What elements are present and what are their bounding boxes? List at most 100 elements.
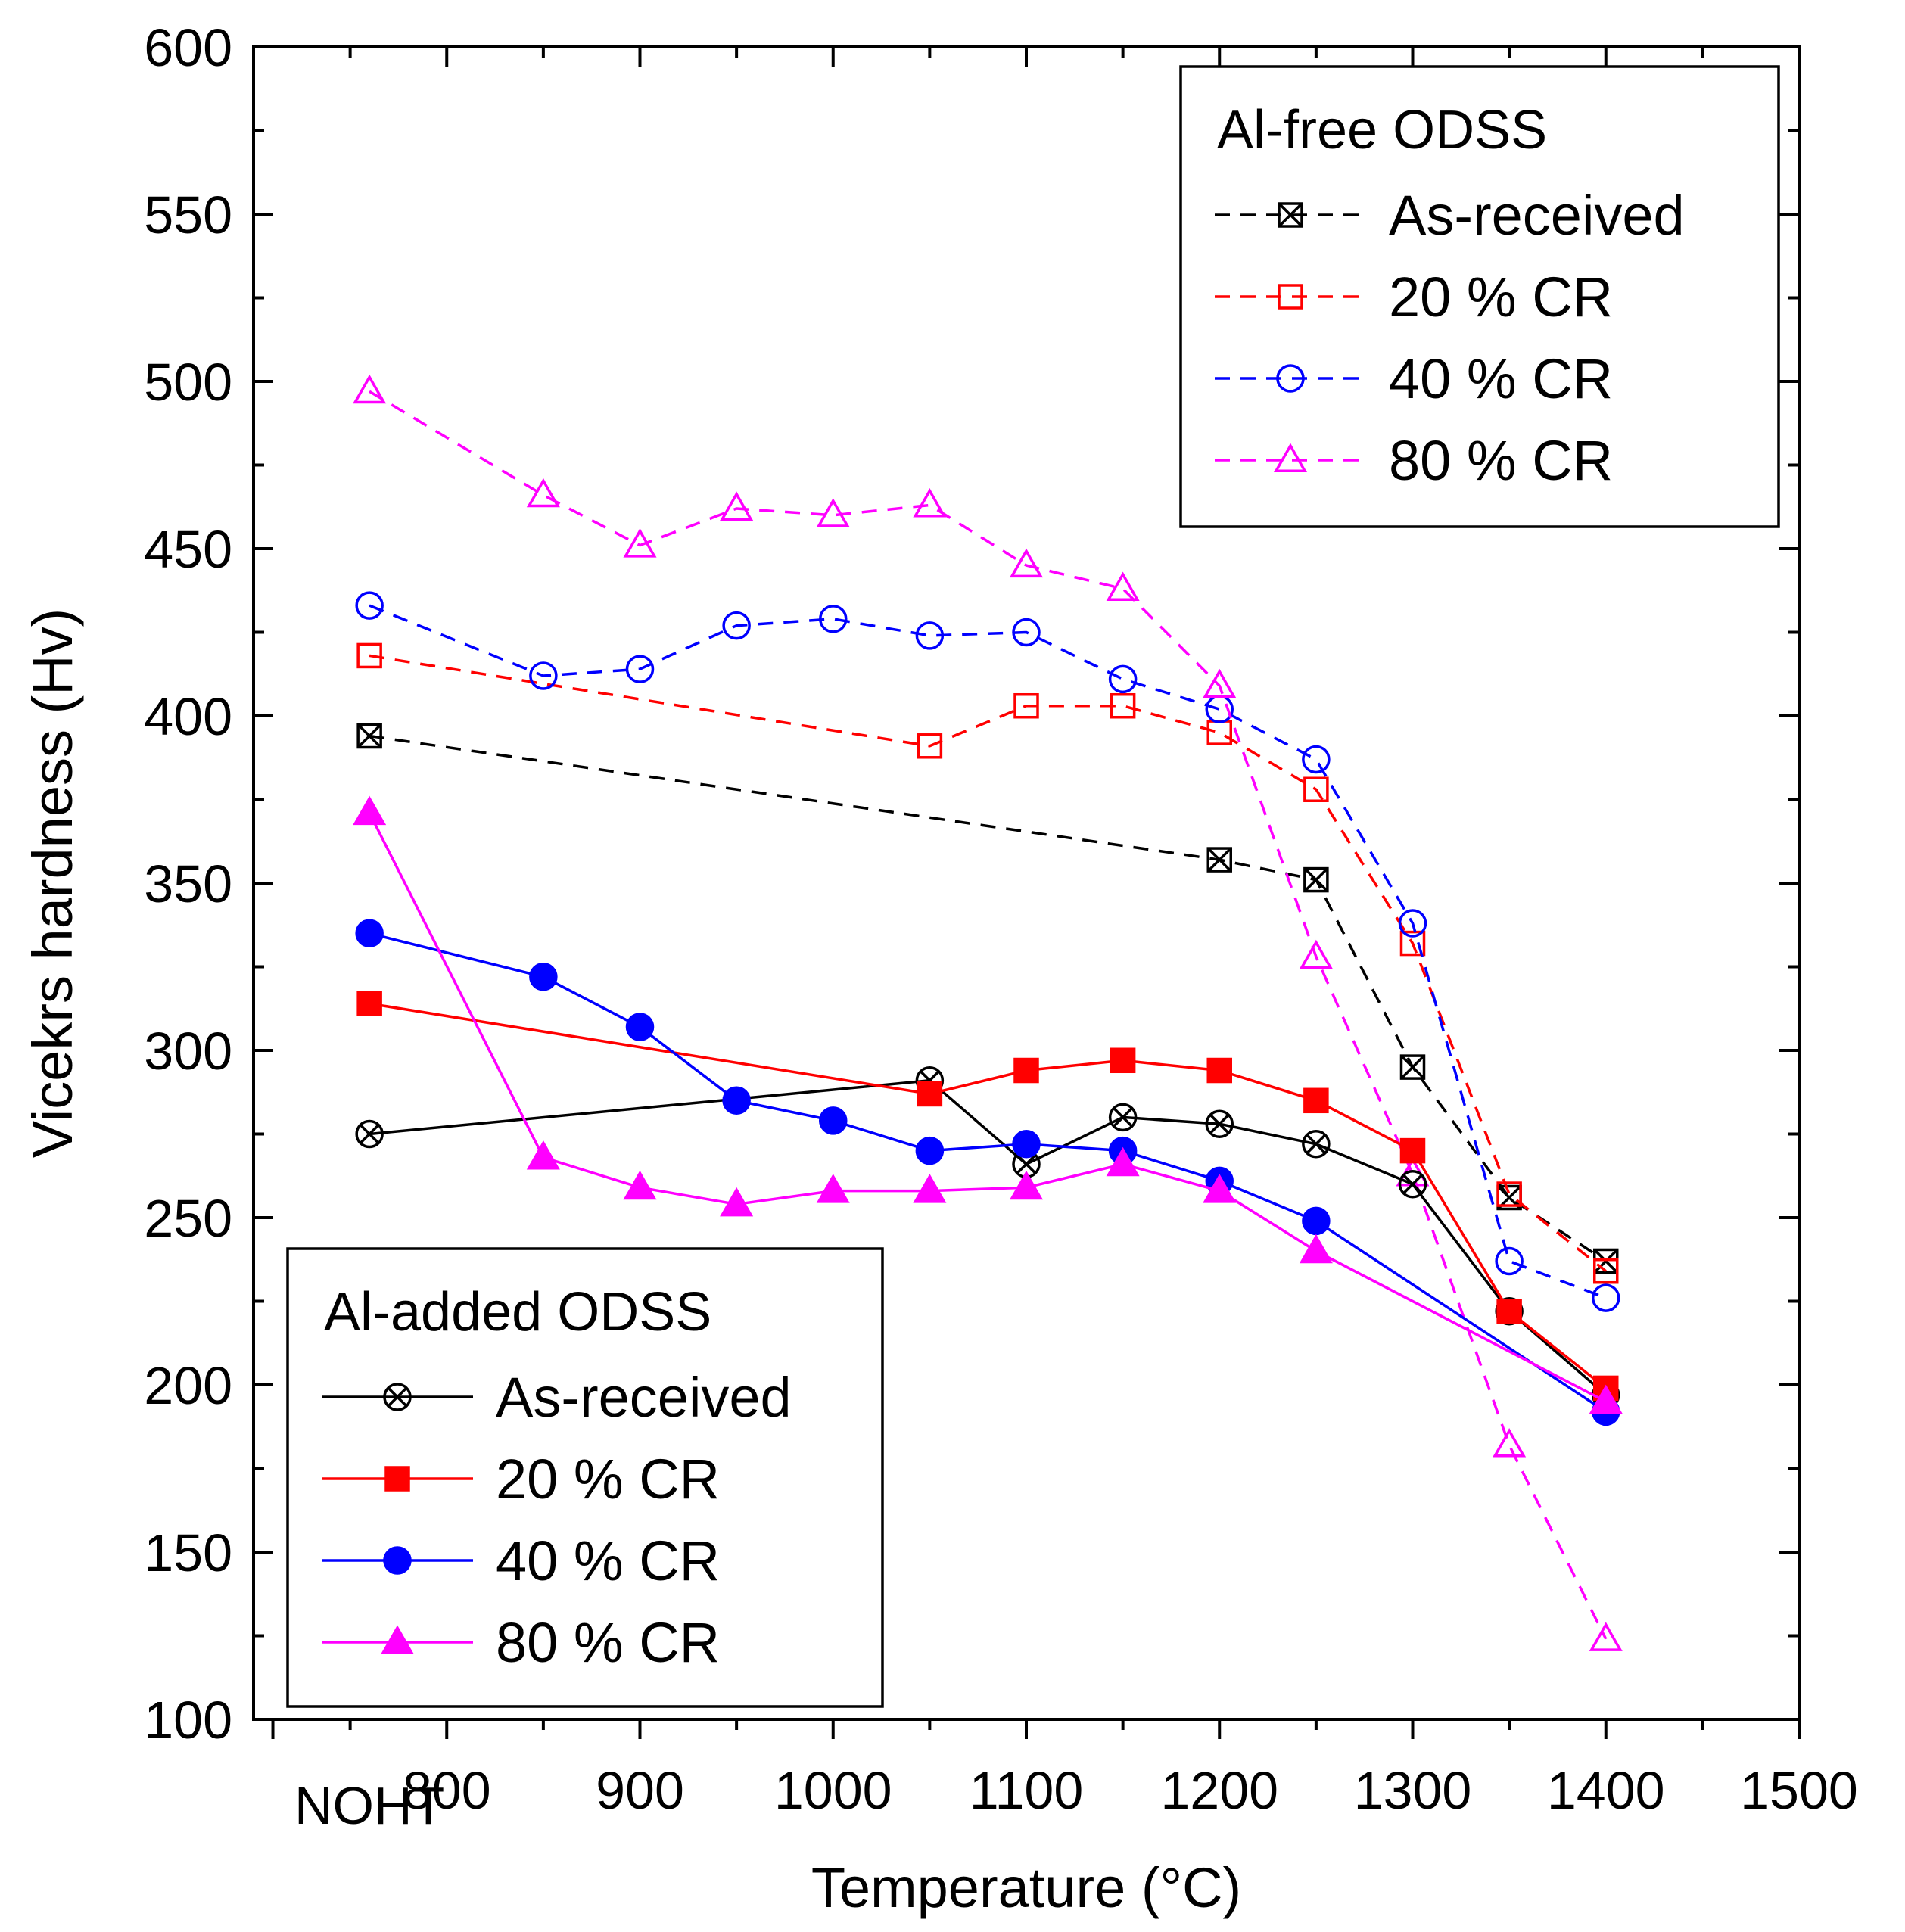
- data-point-added_80: [1203, 1174, 1237, 1203]
- marker-circle: [819, 1106, 848, 1135]
- marker-square: [1206, 847, 1232, 873]
- y-tick-label: 550: [144, 185, 232, 244]
- y-tick-label: 350: [144, 854, 232, 913]
- data-point-free_as: [1399, 1054, 1426, 1080]
- series-added_80: [353, 795, 1623, 1414]
- data-point-free_40: [915, 621, 945, 650]
- x-tick-label: 800: [403, 1761, 491, 1820]
- data-point-free_20: [917, 733, 943, 759]
- series-line-free_20: [369, 654, 1607, 1273]
- data-point-free_20: [1013, 692, 1039, 719]
- marker-square: [1303, 866, 1329, 893]
- marker-circle: [1302, 1206, 1331, 1236]
- marker-circle: [383, 1383, 412, 1411]
- marker-square: [1496, 1181, 1522, 1207]
- legend-marker-free_80: [1273, 443, 1308, 472]
- marker-square: [1399, 930, 1426, 957]
- y-tick-label: 300: [144, 1022, 232, 1081]
- marker-square: [384, 1466, 410, 1492]
- data-point-added_80: [720, 1187, 754, 1217]
- series-free_40: [355, 591, 1620, 1312]
- legend-label-added_20: 20 % CR: [496, 1448, 720, 1510]
- legend-marker-added_20: [384, 1466, 410, 1492]
- x-axis-title: Temperature (°C): [811, 1856, 1241, 1919]
- data-point-free_as: [356, 723, 382, 749]
- data-point-free_40: [1495, 1246, 1524, 1276]
- plot-frame: [252, 45, 1801, 1721]
- data-point-free_40: [1012, 618, 1041, 647]
- marker-circle: [1302, 745, 1331, 774]
- data-point-added_40: [529, 963, 558, 991]
- marker-cross: [1113, 1107, 1133, 1128]
- data-point-free_40: [1108, 664, 1138, 694]
- series-free_as: [356, 723, 1619, 1274]
- data-point-added_20: [1303, 1087, 1329, 1114]
- data-point-free_20: [1593, 1258, 1619, 1284]
- marker-square: [917, 1081, 943, 1107]
- series-line-free_as: [369, 734, 1607, 1262]
- data-point-added_80: [623, 1170, 657, 1200]
- data-point-free_as: [1206, 847, 1232, 873]
- data-point-free_20: [1303, 776, 1329, 802]
- marker-circle: [1108, 1103, 1138, 1132]
- marker-cross: [1303, 867, 1329, 892]
- marker-circle: [722, 611, 751, 640]
- data-point-free_80: [913, 488, 947, 518]
- marker-square: [356, 642, 382, 669]
- y-tick-label: 150: [144, 1523, 232, 1582]
- data-point-added_80: [1009, 1170, 1044, 1200]
- marker-circle: [355, 591, 384, 620]
- y-tick-label: 500: [144, 353, 232, 412]
- legend-marker-free_40: [1276, 364, 1305, 393]
- x-tick-label: NOHT: [294, 1776, 444, 1835]
- x-tick-label: 1500: [1740, 1761, 1858, 1820]
- marker-circle: [383, 1546, 412, 1575]
- legend-marker-free_as: [1278, 202, 1303, 228]
- marker-circle: [529, 661, 558, 690]
- marker-square: [1278, 202, 1303, 228]
- data-point-free_80: [1493, 1428, 1527, 1458]
- marker-circle: [819, 605, 848, 633]
- x-tick-label: 1400: [1547, 1761, 1665, 1820]
- data-point-free_80: [353, 374, 387, 404]
- data-point-free_as: [1303, 866, 1329, 893]
- legend-label-free_20: 20 % CR: [1389, 266, 1613, 328]
- marker-cross: [1209, 1113, 1230, 1134]
- marker-circle: [1398, 1170, 1427, 1199]
- data-point-free_40: [625, 655, 655, 683]
- marker-circle: [1012, 618, 1041, 647]
- legend-top-right: Al-free ODSS As-received 20 % CR 40 % CR 80 …: [1179, 65, 1780, 528]
- marker-circle: [355, 919, 384, 948]
- x-tick-label: 900: [596, 1761, 684, 1820]
- marker-square: [1399, 1137, 1426, 1164]
- data-point-added_20: [1206, 1057, 1232, 1084]
- marker-circle: [355, 1119, 384, 1149]
- data-point-added_20: [1013, 1057, 1039, 1084]
- data-point-free_40: [529, 661, 558, 690]
- data-point-added_40: [625, 1013, 655, 1041]
- y-tick-label: 250: [144, 1189, 232, 1248]
- y-tick-label: 450: [144, 520, 232, 579]
- data-point-added_40: [819, 1106, 848, 1135]
- marker-cross: [1402, 1174, 1423, 1195]
- data-point-free_40: [722, 611, 751, 640]
- legend-title: Al-added ODSS: [324, 1282, 711, 1342]
- marker-circle: [722, 1086, 751, 1115]
- marker-cross: [1306, 1134, 1327, 1155]
- marker-square: [1303, 1087, 1329, 1114]
- data-point-added_80: [816, 1174, 850, 1203]
- marker-square: [1278, 284, 1303, 310]
- marker-circle: [1302, 1130, 1331, 1159]
- series-line-free_80: [369, 390, 1608, 1640]
- marker-square: [1496, 1299, 1522, 1324]
- marker-circle: [1592, 1283, 1620, 1312]
- marker-square: [1013, 692, 1039, 719]
- marker-circle: [625, 655, 655, 683]
- legend-marker-added_40: [383, 1546, 412, 1575]
- data-point-added_40: [1012, 1130, 1041, 1159]
- legend-label-added_80: 80 % CR: [496, 1611, 720, 1674]
- marker-cross: [1278, 202, 1303, 228]
- x-tick-label: 1000: [774, 1761, 892, 1820]
- data-point-free_80: [1299, 939, 1333, 969]
